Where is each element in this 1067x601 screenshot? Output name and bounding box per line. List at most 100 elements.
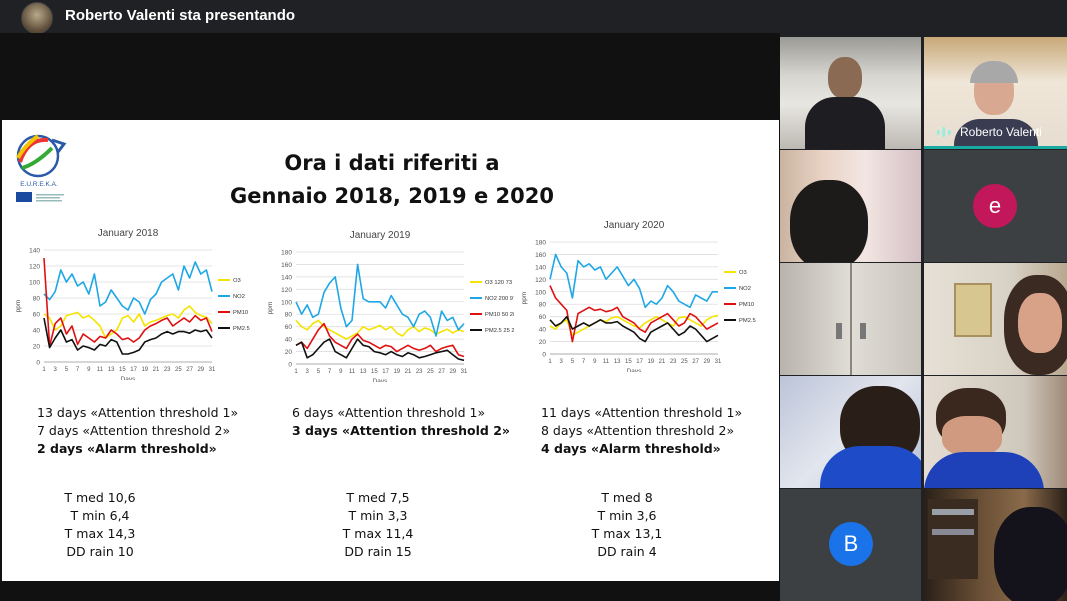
x-tick-label: 7 bbox=[328, 369, 332, 375]
legend-label: NO2 200 97 bbox=[485, 296, 514, 302]
chart-title: January 2020 bbox=[604, 220, 665, 231]
series-line-pm25 bbox=[295, 338, 465, 362]
participant-tile-roberto-valenti[interactable]: Roberto Valenti bbox=[924, 37, 1067, 149]
x-tick-label: 21 bbox=[659, 359, 666, 365]
presentation-stage: E.U.R.E.K.A. Ora i dati riferiti a Genna… bbox=[0, 33, 780, 601]
stat-line: 13 days «Attention threshold 1» bbox=[37, 405, 239, 420]
participant-tile[interactable] bbox=[924, 489, 1067, 601]
y-tick-label: 20 bbox=[285, 349, 293, 356]
participant-tile[interactable] bbox=[780, 263, 921, 375]
x-tick-label: 19 bbox=[647, 359, 654, 365]
y-tick-label: 160 bbox=[535, 252, 546, 259]
weather-line: T max 14,3 bbox=[64, 526, 136, 541]
x-tick-label: 23 bbox=[670, 359, 677, 365]
stat-line: 11 days «Attention threshold 1» bbox=[541, 405, 743, 420]
weather-line: T min 3,3 bbox=[348, 508, 408, 523]
y-tick-label: 0 bbox=[542, 352, 546, 359]
x-tick-label: 29 bbox=[703, 359, 710, 365]
series-line-no2 bbox=[43, 261, 213, 315]
x-tick-label: 11 bbox=[603, 359, 610, 365]
participant-tile[interactable]: B bbox=[780, 489, 921, 601]
active-speaker-border bbox=[924, 146, 1067, 149]
series-line-pm10 bbox=[295, 322, 465, 358]
y-tick-label: 100 bbox=[281, 299, 292, 306]
x-tick-label: 11 bbox=[97, 367, 104, 373]
y-tick-label: 180 bbox=[535, 240, 546, 247]
y-tick-label: 0 bbox=[36, 360, 40, 367]
stat-line: 2 days «Alarm threshold» bbox=[37, 441, 217, 456]
stat-line: 7 days «Attention threshold 2» bbox=[37, 423, 231, 438]
y-tick-label: 140 bbox=[281, 274, 292, 281]
legend-label: O3 120 73 bbox=[485, 280, 512, 286]
x-tick-label: 13 bbox=[614, 359, 621, 365]
participant-tile[interactable] bbox=[780, 376, 921, 488]
weather-line: T med 7,5 bbox=[346, 490, 410, 505]
speaking-indicator-icon bbox=[937, 127, 951, 137]
x-tick-label: 31 bbox=[209, 367, 216, 373]
x-tick-label: 17 bbox=[130, 367, 137, 373]
legend-label: PM2.5 bbox=[739, 318, 756, 324]
x-tick-label: 31 bbox=[715, 359, 722, 365]
series-line-pm10 bbox=[549, 285, 719, 343]
legend-label: NO2 bbox=[233, 294, 245, 300]
participant-avatar-initial: e bbox=[973, 184, 1017, 228]
participant-tile[interactable] bbox=[924, 263, 1067, 375]
participant-tile[interactable] bbox=[924, 376, 1067, 488]
slide-title-line1: Ora i dati riferiti a bbox=[284, 151, 500, 175]
x-tick-label: 23 bbox=[164, 367, 171, 373]
x-tick-label: 1 bbox=[548, 359, 552, 365]
series-line-o3 bbox=[43, 305, 213, 339]
series-line-pm10 bbox=[43, 257, 213, 347]
chart-january-2019: January 2019 0 20 40 60 80 100 120 140 160 180 1 3 5 7… bbox=[264, 222, 514, 382]
series-line-pm25 bbox=[43, 317, 213, 355]
slide-title-line2: Gennaio 2018, 2019 e 2020 bbox=[230, 184, 554, 208]
x-tick-label: 27 bbox=[186, 367, 193, 373]
x-axis-label: Days bbox=[121, 376, 137, 380]
y-tick-label: 60 bbox=[539, 314, 547, 321]
eureka-logo: E.U.R.E.K.A. bbox=[16, 134, 67, 202]
x-tick-label: 19 bbox=[141, 367, 148, 373]
participant-tile[interactable]: e bbox=[924, 150, 1067, 262]
x-tick-label: 15 bbox=[625, 359, 632, 365]
eu-flag-icon bbox=[16, 192, 32, 202]
weather-line: T max 11,4 bbox=[342, 526, 414, 541]
participant-name: Roberto Valenti bbox=[960, 125, 1042, 139]
x-tick-label: 3 bbox=[54, 367, 58, 373]
y-tick-label: 100 bbox=[29, 280, 40, 287]
series-line-o3 bbox=[549, 314, 719, 337]
series-line-no2 bbox=[295, 263, 465, 337]
x-tick-label: 7 bbox=[582, 359, 586, 365]
x-tick-label: 21 bbox=[153, 367, 160, 373]
weather-line: DD rain 4 bbox=[597, 544, 657, 559]
legend-label: O3 bbox=[233, 278, 241, 284]
weather-line: T min 3,6 bbox=[597, 508, 657, 523]
chart-title: January 2019 bbox=[350, 230, 411, 241]
x-axis-label: Days bbox=[373, 378, 389, 382]
x-tick-label: 27 bbox=[692, 359, 699, 365]
x-tick-label: 29 bbox=[449, 369, 456, 375]
y-tick-label: 180 bbox=[281, 250, 292, 257]
x-tick-label: 15 bbox=[119, 367, 126, 373]
participant-tile[interactable] bbox=[780, 150, 921, 262]
participant-tile[interactable] bbox=[780, 37, 921, 149]
participant-avatar-initial: B bbox=[829, 522, 873, 566]
x-tick-label: 7 bbox=[76, 367, 80, 373]
x-tick-label: 13 bbox=[108, 367, 115, 373]
x-tick-label: 1 bbox=[294, 369, 298, 375]
logo-text: E.U.R.E.K.A. bbox=[20, 181, 58, 188]
x-tick-label: 25 bbox=[681, 359, 688, 365]
presenter-avatar[interactable] bbox=[21, 2, 53, 34]
y-tick-label: 80 bbox=[539, 302, 547, 309]
y-tick-label: 40 bbox=[33, 328, 41, 335]
series-line-pm25 bbox=[549, 315, 719, 343]
x-tick-label: 29 bbox=[197, 367, 204, 373]
y-tick-label: 120 bbox=[281, 287, 292, 294]
y-tick-label: 60 bbox=[33, 312, 41, 319]
legend-label: PM10 bbox=[739, 302, 754, 308]
y-tick-label: 100 bbox=[535, 289, 546, 296]
y-tick-label: 140 bbox=[535, 264, 546, 271]
y-tick-label: 60 bbox=[285, 324, 293, 331]
y-tick-label: 20 bbox=[539, 339, 547, 346]
y-tick-label: 140 bbox=[29, 248, 40, 255]
